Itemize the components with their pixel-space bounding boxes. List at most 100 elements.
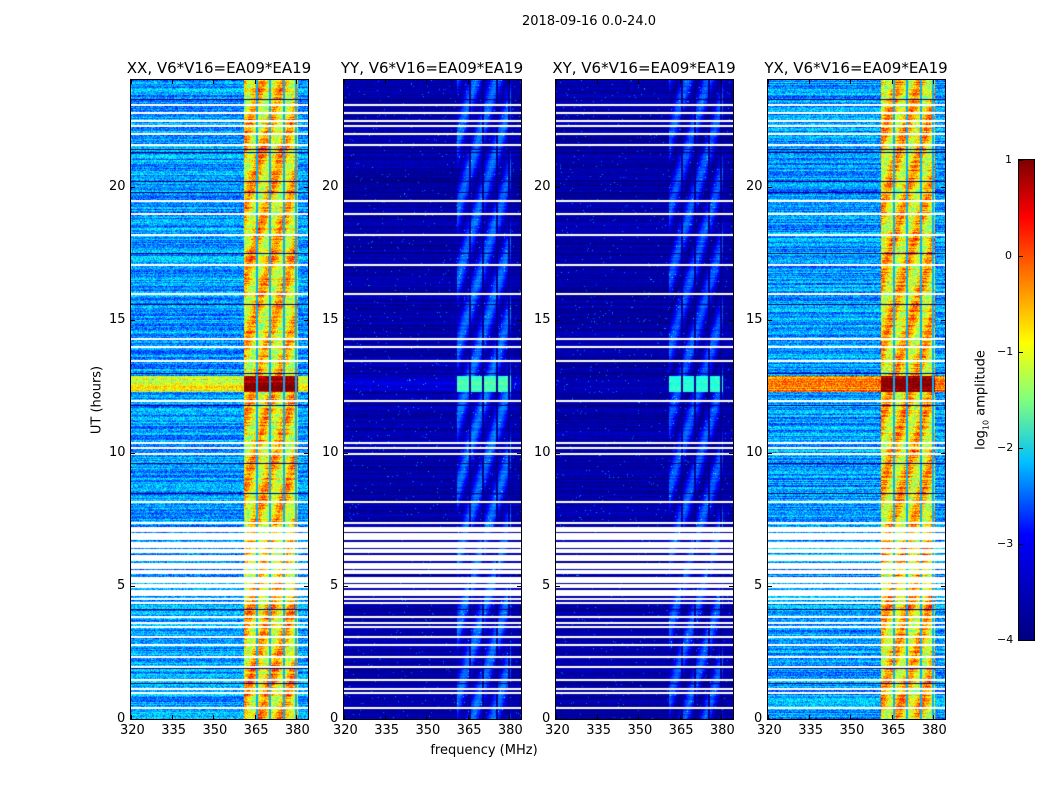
y-tick — [304, 186, 308, 188]
x-tick — [597, 715, 599, 719]
heatmap-panel — [343, 79, 522, 720]
y-tick — [941, 452, 945, 454]
x-tick — [131, 80, 132, 84]
heatmap-cells — [344, 80, 521, 719]
colorbar-tick — [1019, 352, 1023, 353]
y-tick-label: 20 — [746, 178, 763, 194]
y-tick — [131, 186, 135, 188]
y-tick — [941, 585, 945, 587]
x-tick — [172, 80, 174, 84]
panel-title-yx: YX, V6*V16=EA09*EA19 — [764, 59, 948, 77]
colorbar-tick — [1019, 640, 1023, 641]
y-tick — [517, 719, 521, 720]
x-tick — [254, 715, 256, 719]
y-tick — [768, 585, 772, 587]
y-tick — [729, 452, 733, 454]
y-tick — [768, 186, 772, 188]
y-tick — [941, 719, 945, 720]
colorbar-tick-label: −1 — [997, 345, 1014, 358]
colorbar-tick — [1019, 544, 1023, 545]
y-tick — [517, 585, 521, 587]
x-tick — [467, 715, 469, 719]
panel-title-yy: YY, V6*V16=EA09*EA19 — [340, 59, 524, 77]
x-tick — [638, 80, 640, 84]
x-tick — [720, 715, 722, 719]
y-tick — [517, 319, 521, 321]
x-tick-label: 350 — [839, 723, 865, 738]
x-tick — [932, 715, 934, 719]
y-tick-label: 20 — [109, 178, 126, 194]
x-tick-label: 350 — [202, 723, 228, 738]
y-tick — [768, 719, 772, 720]
y-tick-label: 5 — [330, 577, 339, 593]
x-tick — [850, 715, 852, 719]
y-tick — [729, 585, 733, 587]
y-tick-label: 0 — [754, 711, 763, 726]
x-tick — [213, 80, 215, 84]
x-tick-label: 335 — [161, 723, 187, 738]
heatmap-cells — [131, 80, 308, 719]
y-tick — [304, 452, 308, 454]
y-tick — [729, 319, 733, 321]
x-tick — [809, 715, 811, 719]
x-tick — [385, 715, 387, 719]
x-axis-label: frequency (MHz) — [430, 743, 538, 758]
y-tick — [131, 585, 135, 587]
y-tick — [768, 319, 772, 321]
x-tick — [850, 80, 852, 84]
x-tick-label: 320 — [333, 723, 358, 738]
x-tick-label: 380 — [284, 723, 310, 738]
x-tick — [131, 715, 132, 719]
x-tick — [891, 715, 893, 719]
heatmap-cells — [768, 80, 945, 719]
y-tick — [344, 452, 348, 454]
colorbar-tick — [1019, 160, 1023, 161]
x-tick — [426, 715, 428, 719]
y-tick — [556, 719, 560, 720]
y-tick-label: 15 — [322, 311, 339, 327]
x-tick — [172, 715, 174, 719]
colorbar-tick-label: −4 — [997, 633, 1014, 646]
colorbar-tick — [1019, 448, 1023, 449]
x-tick-label: 380 — [497, 723, 523, 738]
figure-title: 2018-09-16 0.0-24.0 — [522, 14, 656, 29]
x-tick — [295, 715, 297, 719]
x-tick — [508, 715, 510, 719]
x-tick — [556, 715, 557, 719]
y-tick — [729, 186, 733, 188]
x-tick-label: 335 — [798, 723, 824, 738]
colorbar-tick — [1019, 256, 1023, 257]
x-tick — [768, 715, 769, 719]
y-tick-label: 15 — [534, 311, 551, 327]
y-tick — [344, 719, 348, 720]
y-tick-label: 0 — [117, 711, 126, 726]
y-tick — [941, 186, 945, 188]
y-tick — [131, 719, 135, 720]
y-tick — [556, 585, 560, 587]
heatmap-cells — [556, 80, 733, 719]
y-tick-label: 10 — [322, 444, 339, 460]
y-tick — [517, 452, 521, 454]
x-tick — [556, 80, 557, 84]
y-tick-label: 20 — [322, 178, 339, 194]
y-tick — [344, 186, 348, 188]
colorbar-tick-label: −2 — [997, 441, 1014, 454]
panel-title-xx: XX, V6*V16=EA09*EA19 — [126, 59, 312, 77]
x-tick — [638, 715, 640, 719]
x-tick-label: 365 — [668, 723, 694, 738]
x-tick — [254, 80, 256, 84]
y-tick-label: 20 — [534, 178, 551, 194]
x-tick — [720, 80, 722, 84]
colorbar — [1018, 159, 1035, 641]
x-tick — [385, 80, 387, 84]
y-tick-label: 5 — [542, 577, 551, 593]
x-tick-label: 320 — [757, 723, 782, 738]
x-tick — [809, 80, 811, 84]
y-tick — [556, 452, 560, 454]
y-tick-label: 5 — [117, 577, 126, 593]
x-tick-label: 365 — [880, 723, 906, 738]
colorbar-tick-label: 1 — [1005, 153, 1012, 166]
x-tick-label: 380 — [709, 723, 735, 738]
x-tick — [768, 80, 769, 84]
x-tick — [295, 80, 297, 84]
